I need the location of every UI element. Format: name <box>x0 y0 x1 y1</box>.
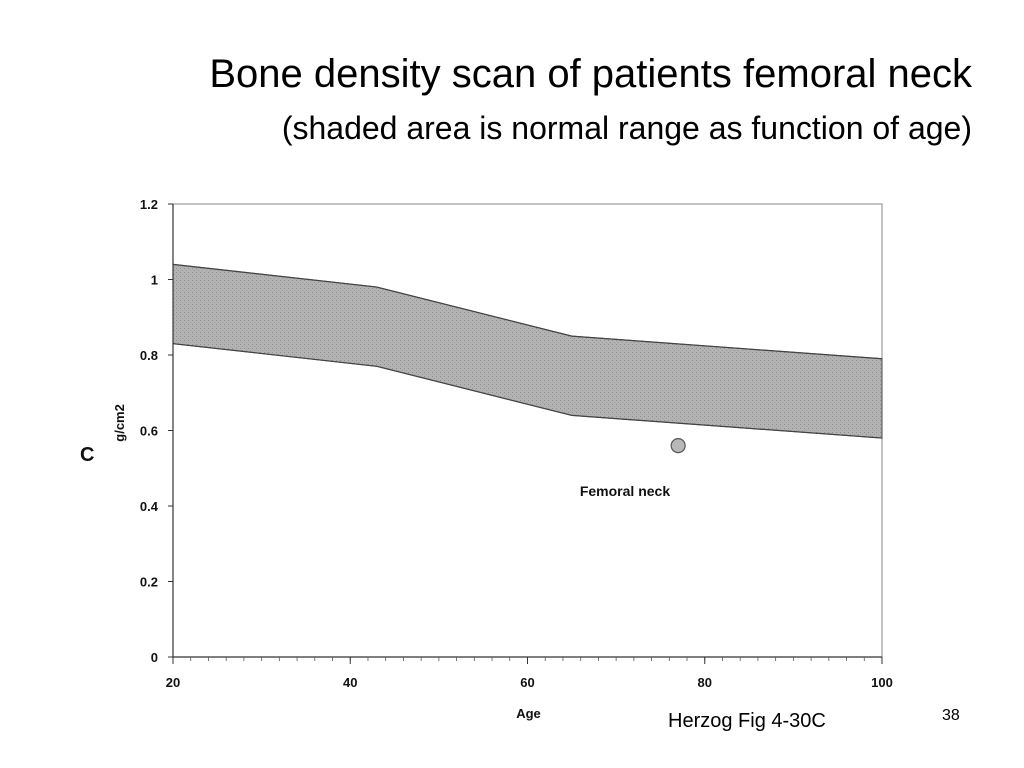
femoral-neck-annotation: Femoral neck <box>580 483 670 499</box>
patient-data-point <box>670 438 686 454</box>
normal-range-upper-line <box>172 263 883 360</box>
figure-citation: Herzog Fig 4-30C <box>668 710 826 732</box>
y-tick-label: 0 <box>151 650 158 665</box>
y-tick-label: 0.8 <box>140 348 158 363</box>
x-tick-label: 100 <box>871 675 893 690</box>
x-axis-title: Age <box>516 706 541 721</box>
y-axis-title: g/cm2 <box>112 404 127 442</box>
y-tick-label: 0.2 <box>140 575 158 590</box>
x-tick-label: 40 <box>343 675 357 690</box>
slide-title: Bone density scan of patients femoral ne… <box>209 52 972 96</box>
y-tick-label: 0.4 <box>140 499 159 514</box>
x-tick-label: 20 <box>166 675 180 690</box>
y-tick-label: 1.2 <box>140 197 158 212</box>
slide-number: 38 <box>942 707 960 724</box>
x-tick-label: 80 <box>698 675 712 690</box>
normal-range-lower-line <box>172 343 883 439</box>
y-tick-label: 1 <box>151 273 158 288</box>
figure-panel-label: C <box>80 444 95 466</box>
x-tick-label: 60 <box>520 675 534 690</box>
slide-subtitle: (shaded area is normal range as function… <box>281 110 972 146</box>
y-tick-label: 0.6 <box>140 424 158 439</box>
